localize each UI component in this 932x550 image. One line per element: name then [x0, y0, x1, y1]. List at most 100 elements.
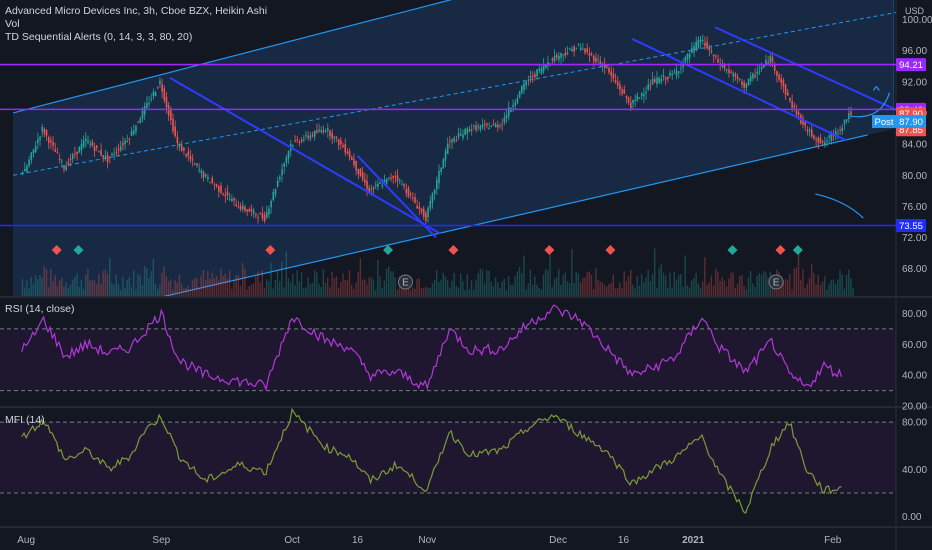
volume-bar [327, 278, 328, 296]
candle-body [405, 189, 407, 193]
volume-bar [185, 288, 186, 296]
volume-bar [488, 271, 489, 296]
candle-body [33, 149, 35, 153]
volume-bar [687, 286, 688, 296]
candle-body [429, 201, 431, 208]
candle-body [732, 73, 734, 76]
candle-body [558, 56, 560, 60]
volume-bar [427, 288, 428, 296]
candle-body [630, 103, 632, 108]
volume-bar [621, 288, 622, 296]
candle-body [379, 183, 381, 184]
volume-bar [732, 272, 733, 296]
candle-body [334, 136, 336, 138]
volume-bar [96, 284, 97, 296]
volume-bar [150, 271, 151, 296]
volume-bar [739, 276, 740, 296]
candle-body [639, 97, 641, 98]
volume-bar [467, 274, 468, 296]
candle-body [634, 100, 636, 101]
time-tick-label: Aug [17, 535, 35, 546]
mfi-band-fill [0, 422, 896, 493]
rsi-tick-label: 60.00 [902, 340, 927, 351]
candle-body [443, 159, 445, 168]
candle-body [255, 214, 257, 215]
candle-body [837, 133, 839, 134]
volume-bar [310, 284, 311, 296]
volume-bar [181, 284, 182, 296]
volume-bar [695, 273, 696, 296]
volume-bar [504, 279, 505, 296]
volume-bar [148, 278, 149, 296]
volume-bar [316, 273, 317, 296]
volume-bar [501, 282, 502, 296]
candle-body [403, 184, 405, 186]
candle-body [353, 159, 355, 165]
volume-bar [626, 281, 627, 296]
candle-body [482, 125, 484, 128]
candle-body [259, 213, 261, 214]
candle-body [532, 76, 534, 77]
volume-bar [50, 269, 51, 296]
candle-body [412, 198, 414, 199]
volume-bar [813, 273, 814, 296]
volume-bar [307, 277, 308, 296]
candle-body [580, 48, 582, 50]
volume-bar [709, 282, 710, 296]
candle-body [514, 103, 516, 106]
candle-body [362, 172, 364, 179]
volume-bar [510, 285, 511, 296]
candle-body [46, 130, 48, 136]
volume-bar [471, 280, 472, 296]
volume-bar [329, 287, 330, 296]
volume-bar [174, 280, 175, 296]
candle-body [312, 135, 314, 136]
volume-bar [268, 281, 269, 296]
volume-bar [473, 290, 474, 296]
candle-body [325, 131, 327, 132]
candle-body [554, 56, 556, 61]
candle-body [279, 177, 281, 179]
volume-bar [595, 268, 596, 296]
volume-bar [436, 270, 437, 296]
volume-bar [388, 266, 389, 296]
candle-body [650, 85, 652, 86]
time-tick-label: Sep [152, 535, 170, 546]
candle-body [327, 128, 329, 131]
volume-bar [377, 260, 378, 296]
volume-bar [698, 284, 699, 296]
volume-bar [512, 285, 513, 296]
candle-body [846, 119, 848, 121]
candle-body [249, 209, 251, 212]
candle-body [743, 82, 745, 88]
candle-body [824, 142, 826, 144]
volume-bar [98, 274, 99, 296]
volume-bar [835, 284, 836, 296]
candle-body [314, 131, 316, 137]
candle-body [658, 78, 660, 84]
volume-bar [717, 272, 718, 296]
mfi-tick-label: 40.00 [902, 465, 927, 476]
volume-bar [591, 275, 592, 296]
candle-body [364, 179, 366, 182]
candle-body [207, 177, 209, 179]
volume-bar [61, 278, 62, 296]
volume-bar [22, 279, 23, 296]
level-tag-label: 73.55 [899, 221, 923, 232]
candle-body [375, 185, 377, 186]
volume-bar [800, 280, 801, 296]
volume-bar [549, 255, 550, 296]
candle-body [811, 129, 813, 136]
volume-bar [338, 288, 339, 296]
candle-body [181, 145, 183, 151]
volume-bar [785, 279, 786, 296]
price-tick-label: 92.00 [902, 77, 927, 88]
earnings-marker-label: E [402, 278, 409, 289]
volume-bar [187, 286, 188, 296]
volume-bar [831, 280, 832, 296]
volume-bar [33, 284, 34, 296]
post-price-tag-label: 87.90 [899, 117, 923, 128]
candle-body [687, 54, 689, 60]
candle-body [730, 72, 732, 74]
